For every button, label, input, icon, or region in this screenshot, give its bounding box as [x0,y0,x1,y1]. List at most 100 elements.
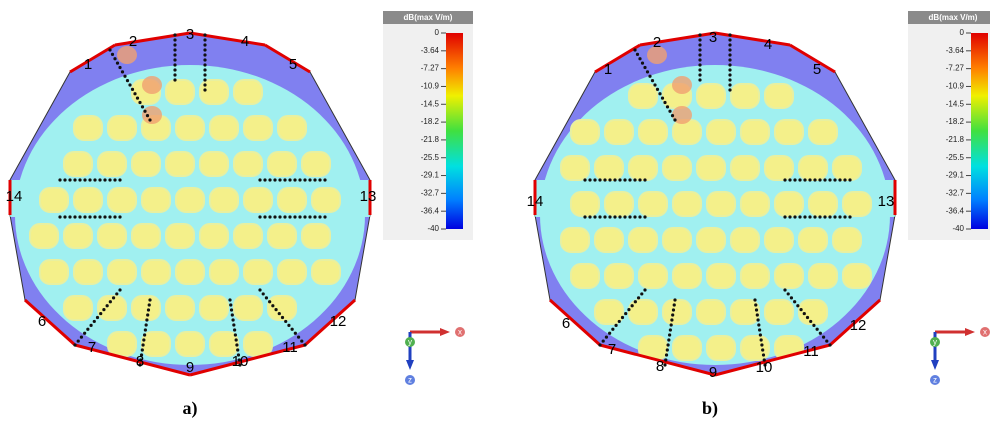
via [813,215,816,218]
via [323,215,326,218]
via [228,298,231,301]
via [636,53,639,56]
via [638,178,641,181]
via [131,88,134,91]
field-lobe [629,84,657,108]
via [728,38,731,41]
field-lobe [244,188,272,212]
via [613,215,616,218]
via [148,303,151,306]
via [640,292,643,295]
port-label: 1 [604,61,612,78]
via [263,178,266,181]
field-lobe [132,152,160,176]
via [203,68,206,71]
field-lobe [74,260,102,284]
via [669,328,672,331]
via [728,48,731,51]
port-label: 4 [241,33,249,50]
colorbar-tick-label: -18.2 [946,117,965,126]
field-lobe [74,116,102,140]
via [263,215,266,218]
via [293,178,296,181]
via [698,73,701,76]
field-lobe [64,224,92,248]
field-lobe [843,264,871,288]
via [78,215,81,218]
via [728,43,731,46]
via [624,312,627,315]
z-arrowhead [406,360,414,370]
via [88,215,91,218]
via [760,343,763,346]
via [618,178,621,181]
via [793,215,796,218]
via [265,296,268,299]
via [93,215,96,218]
via [58,178,61,181]
via [313,178,316,181]
via [818,178,821,181]
via [138,101,141,104]
via [148,118,151,121]
via [762,353,765,356]
via [656,88,659,91]
field-lobe [605,120,633,144]
via [148,298,151,301]
via [273,215,276,218]
via [173,33,176,36]
via [728,33,731,36]
via [143,333,146,336]
via [274,308,277,311]
port-label: 14 [6,188,23,205]
field-lobe [673,336,701,360]
field-lobe [312,188,340,212]
via [603,178,606,181]
via [608,178,611,181]
field-lobe [234,296,262,320]
field-lobe [200,80,228,104]
via [203,53,206,56]
via [293,215,296,218]
port-label: 9 [186,359,194,376]
port-label: 2 [129,33,137,50]
field-lobe [799,228,827,252]
axis-label: x [458,328,462,337]
via [833,178,836,181]
via [73,215,76,218]
via [728,68,731,71]
port-label: 14 [527,193,544,210]
port-label: 7 [88,339,96,356]
via [298,178,301,181]
colorbar-tick-label: -14.5 [421,99,440,108]
via [698,43,701,46]
field-lobe [64,152,92,176]
via [666,105,669,108]
via [818,215,821,218]
colorbar [971,33,988,229]
port-label: 11 [803,343,819,360]
via [68,215,71,218]
via [756,318,759,321]
colorbar-tick-label: -29.1 [421,171,440,180]
via [273,178,276,181]
via [284,320,287,323]
via [80,336,83,339]
via [728,63,731,66]
colorbar-tick-label: -18.2 [421,117,440,126]
via [848,178,851,181]
port-label: 5 [813,61,821,78]
hot-spot [672,76,692,94]
via [666,343,669,346]
via [648,75,651,78]
via [203,33,206,36]
via [173,58,176,61]
via [641,62,644,65]
via [613,178,616,181]
field-lobe [809,264,837,288]
field-lobe [697,300,725,324]
field-lobe [234,80,262,104]
via [661,97,664,100]
via [298,215,301,218]
via [141,343,144,346]
